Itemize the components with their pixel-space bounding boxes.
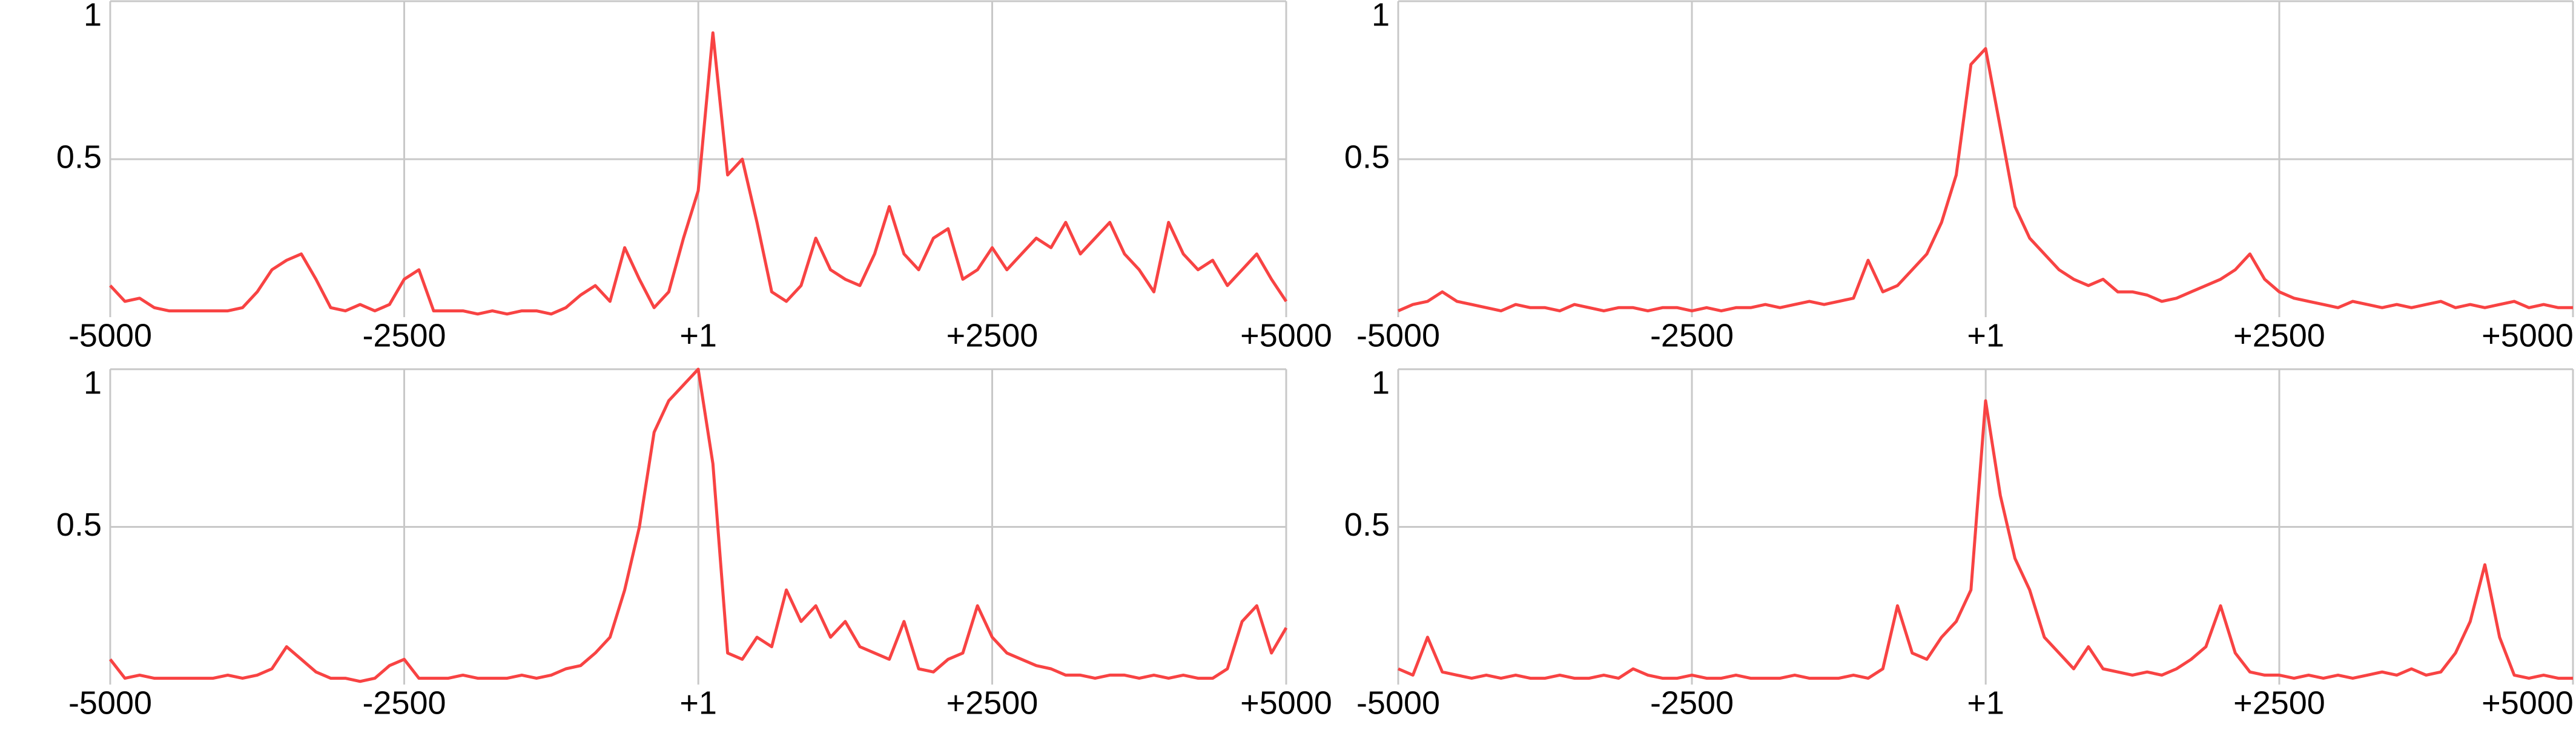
x-tick-label: -5000: [1356, 317, 1440, 353]
x-tick-label: -5000: [68, 685, 152, 721]
y-tick-label: 1: [1372, 364, 1390, 401]
data-line: [109, 31, 1288, 316]
x-tick-label: +1: [679, 317, 717, 353]
x-tick-label: +1: [679, 685, 717, 721]
x-tick-label: -2500: [362, 317, 446, 353]
x-tick-label: +5000: [2482, 685, 2574, 721]
y-tick-label: 0.5: [1344, 507, 1390, 543]
x-tick-label: +2500: [2233, 685, 2325, 721]
x-tick-label: +5000: [1240, 685, 1332, 721]
x-tick-label: +2500: [946, 685, 1039, 721]
x-tick-label: -5000: [1356, 685, 1440, 721]
x-tick-label: +2500: [2233, 317, 2325, 353]
y-tick-label: 1: [84, 364, 102, 401]
y-tick-label: 1: [84, 0, 102, 33]
x-tick-label: -2500: [1650, 685, 1734, 721]
x-tick-label: +5000: [2482, 317, 2574, 353]
y-tick-label: 0.5: [56, 507, 102, 543]
y-tick-label: 0.5: [56, 139, 102, 175]
x-tick-label: +2500: [946, 317, 1039, 353]
y-tick-label: 1: [1372, 0, 1390, 33]
x-tick-label: -5000: [68, 317, 152, 353]
x-tick-label: -2500: [1650, 317, 1734, 353]
data-line: [1398, 399, 2573, 680]
data-line: [1398, 47, 2573, 313]
data-line: [109, 367, 1288, 683]
x-tick-label: -2500: [362, 685, 446, 721]
y-tick-label: 0.5: [1344, 139, 1390, 175]
x-tick-label: +1: [1967, 685, 2004, 721]
x-tick-label: +1: [1967, 317, 2004, 353]
x-tick-label: +5000: [1240, 317, 1332, 353]
